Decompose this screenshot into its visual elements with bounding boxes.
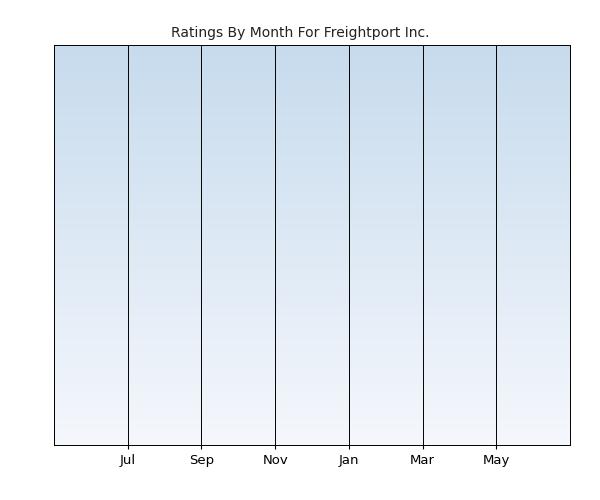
Text: Ratings By Month For Freightport Inc.: Ratings By Month For Freightport Inc. [171,26,429,40]
